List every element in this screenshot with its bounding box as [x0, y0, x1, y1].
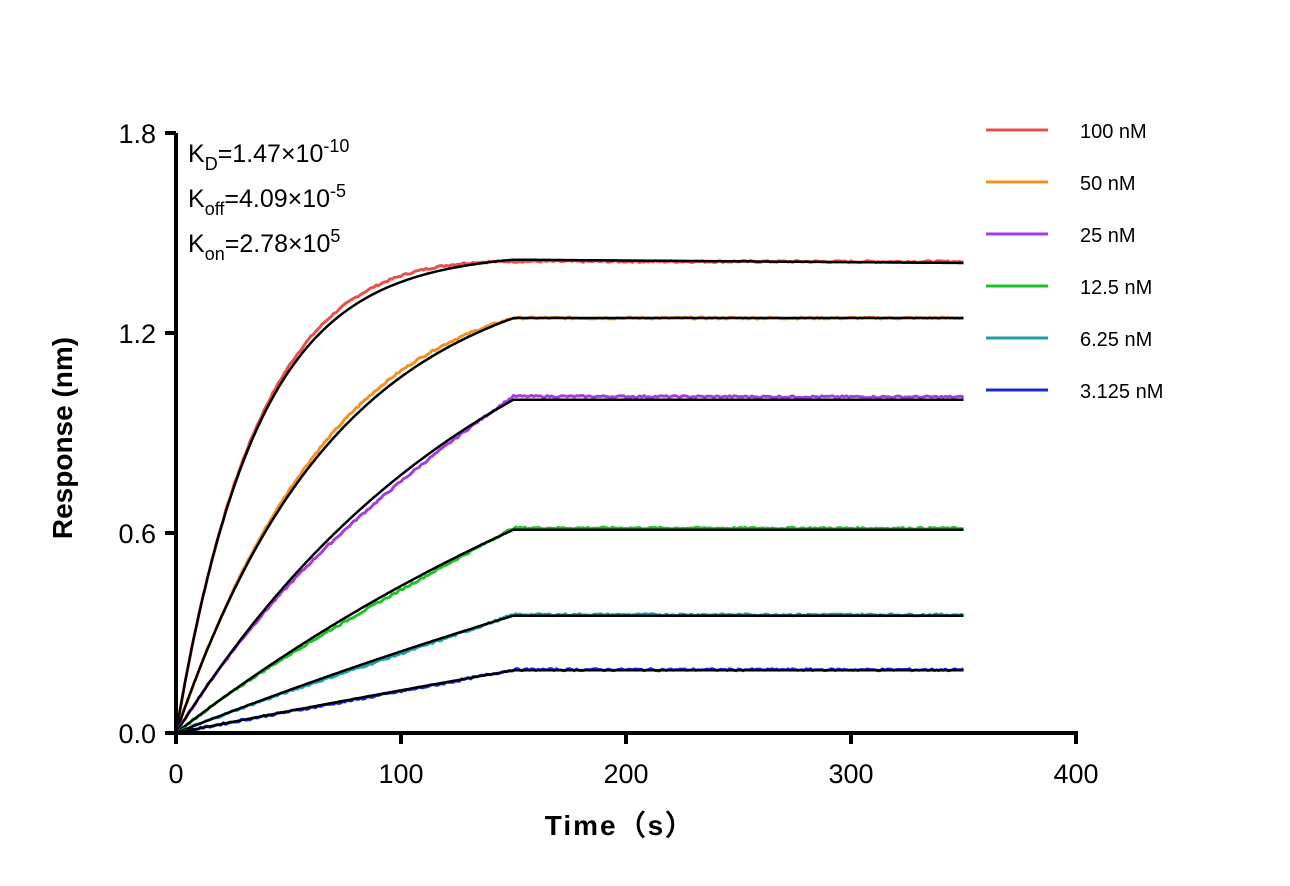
series-line-125nM	[175, 525, 964, 734]
series-line-100nM	[174, 258, 964, 734]
kinetic-constant-on: Kon=2.78×105	[188, 226, 340, 264]
legend-label: 100 nM	[1080, 121, 1147, 143]
x-tick-label: 0	[168, 759, 183, 789]
x-tick-label: 200	[603, 759, 648, 789]
series-line-25nM	[174, 393, 965, 734]
y-tick-label: 1.2	[118, 319, 156, 349]
legend-label: 25 nM	[1080, 225, 1136, 247]
legend-label: 3.125 nM	[1080, 381, 1163, 403]
kinetic-constant-D: KD=1.47×10-10	[188, 136, 349, 174]
y-ticks: 0.0 0.6 1.2 1.8	[118, 119, 176, 749]
x-tick-label: 300	[828, 759, 873, 789]
fit-line-25nM	[174, 398, 964, 734]
x-ticks: 0 100 200 300 400	[168, 733, 1099, 789]
fit-line-100nM	[174, 258, 964, 734]
legend: 100 nM 50 nM 25 nM 12.5 nM 6.25 nM 3.125 nM	[986, 121, 1163, 403]
fit-line-3125nM	[175, 669, 964, 735]
fit-line-625nM	[175, 614, 964, 735]
y-tick-label: 0.0	[118, 719, 156, 749]
legend-label: 6.25 nM	[1080, 329, 1152, 351]
kinetic-constant-off: Koff=4.09×10-5	[188, 181, 346, 219]
legend-label: 12.5 nM	[1080, 277, 1152, 299]
series-line-625nM	[175, 612, 965, 735]
x-tick-label: 100	[378, 759, 423, 789]
y-tick-label: 1.8	[118, 119, 156, 149]
x-axis-title: Time（s）	[545, 809, 695, 841]
kinetic-constants: KD=1.47×10-10 Koff=4.09×10-5 Kon=2.78×105	[188, 136, 349, 264]
y-tick-label: 0.6	[118, 519, 156, 549]
legend-label: 50 nM	[1080, 173, 1136, 195]
fit-line-125nM	[175, 528, 964, 735]
y-axis-title: Response (nm)	[47, 337, 78, 539]
x-tick-label: 400	[1053, 759, 1098, 789]
series-line-3125nM	[175, 667, 965, 735]
fit-line-50nM	[174, 316, 964, 734]
plot-curves	[174, 258, 965, 735]
